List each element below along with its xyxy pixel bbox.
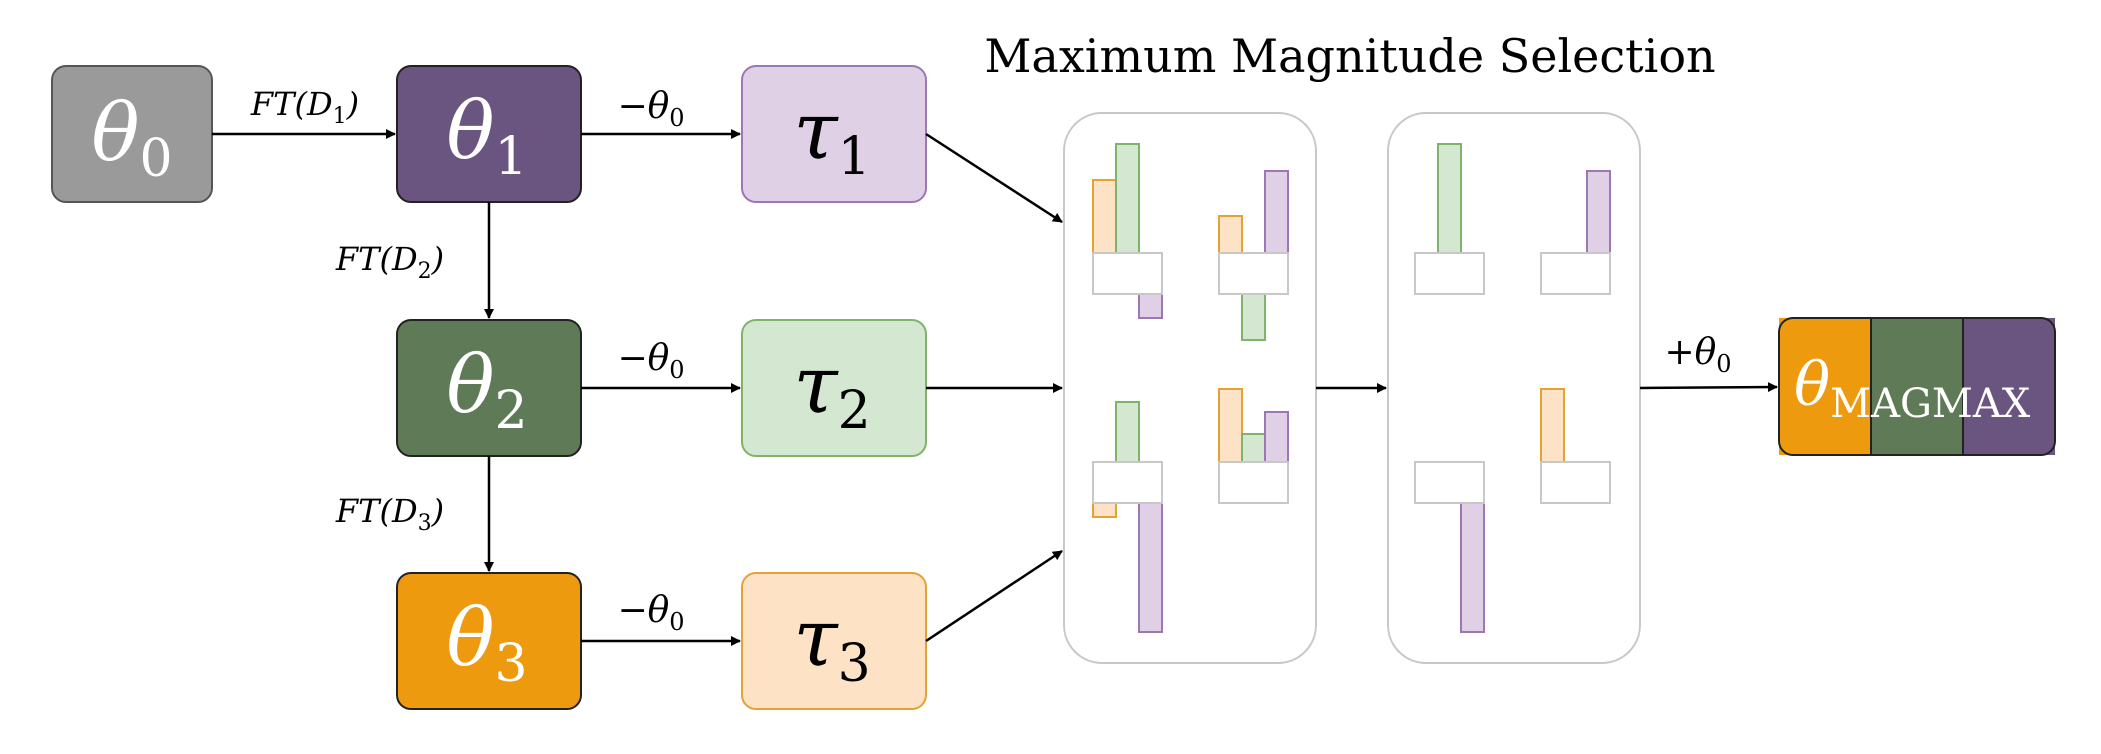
parameter-cell [1218, 252, 1289, 295]
bar-orange [1218, 215, 1243, 254]
theta3-label: θ3 [446, 591, 527, 694]
bar-green [1115, 401, 1140, 463]
arrow-panel2-result [1639, 382, 1778, 393]
bar-purple [1138, 502, 1163, 633]
tau1-label: τ1 [793, 84, 870, 187]
bar-orange [1092, 502, 1117, 518]
bar-green [1241, 293, 1266, 341]
bar-green [1241, 433, 1266, 463]
edge-label-ft2: FT(D2) [335, 240, 444, 284]
tau2-label: τ2 [793, 338, 870, 441]
arrow-tau1-panel [925, 132, 1063, 224]
bar-purple [1586, 170, 1611, 254]
arrow-tau3-panel [925, 549, 1063, 643]
edge-label-ft1: FT(D1) [250, 85, 359, 129]
theta0-label: θ0 [91, 86, 172, 189]
parameter-cell [1092, 461, 1163, 504]
parameter-cell [1540, 461, 1611, 504]
bar-purple [1264, 411, 1289, 463]
magmax-segment-green [1871, 318, 1963, 455]
edge-label-minus1: −θ0 [617, 86, 684, 132]
magmax-box [1778, 317, 2056, 456]
bar-green [1437, 143, 1462, 254]
magmax-segment-purple [1963, 318, 2055, 455]
magmax-segment-orange [1779, 318, 1871, 455]
bar-green [1115, 143, 1140, 254]
magmax-label: θMAGMAX [1794, 350, 2031, 427]
theta2-label: θ2 [446, 338, 527, 441]
bar-purple [1460, 502, 1485, 633]
parameter-cell [1092, 252, 1163, 295]
bar-purple [1138, 293, 1163, 319]
bar-purple [1264, 170, 1289, 254]
diagram-title: Maximum Magnitude Selection [984, 29, 1715, 83]
edge-label-ft3: FT(D3) [335, 492, 444, 536]
edge-label-plus: +θ0 [1664, 332, 1731, 378]
bar-orange [1218, 388, 1243, 463]
bar-orange [1540, 388, 1565, 463]
theta1-label: θ1 [446, 84, 527, 187]
parameter-cell [1540, 252, 1611, 295]
bar-orange [1092, 179, 1117, 254]
tau3-label: τ3 [793, 591, 870, 694]
parameter-cell [1414, 252, 1485, 295]
parameter-cell [1414, 461, 1485, 504]
parameter-cell [1218, 461, 1289, 504]
edge-label-minus3: −θ0 [617, 590, 684, 636]
edge-label-minus2: −θ0 [617, 338, 684, 384]
